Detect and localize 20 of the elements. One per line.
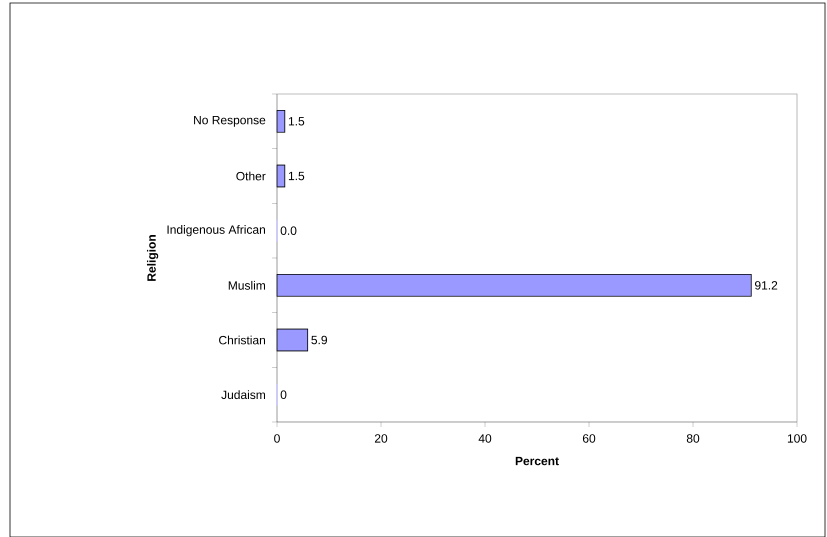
data-label: 1.5 — [288, 116, 304, 126]
y-tick-label: Christian — [219, 335, 266, 344]
x-tick-label: 40 — [478, 434, 492, 443]
data-label: 0.0 — [280, 226, 296, 235]
y-tick-label: Muslim — [228, 280, 266, 290]
x-tick-label: 0 — [274, 434, 280, 443]
x-tick-label: 20 — [374, 434, 388, 443]
x-tick-label: 80 — [686, 434, 700, 443]
data-label: 0 — [280, 390, 286, 399]
x-tick-label: 100 — [788, 434, 807, 443]
data-label: 91.2 — [755, 280, 778, 290]
y-tick-label: Indigenous African — [168, 224, 265, 236]
y-axis-title: Religion — [146, 234, 158, 281]
y-tick-label: Other — [236, 171, 266, 180]
y-tick-label: No Response — [194, 116, 266, 127]
y-tick-label: Judaism — [221, 390, 266, 399]
x-axis-title: Percent — [516, 456, 559, 466]
x-tick-label: 60 — [582, 434, 596, 443]
data-label: 1.5 — [288, 172, 304, 180]
data-label: 5.9 — [311, 336, 328, 344]
